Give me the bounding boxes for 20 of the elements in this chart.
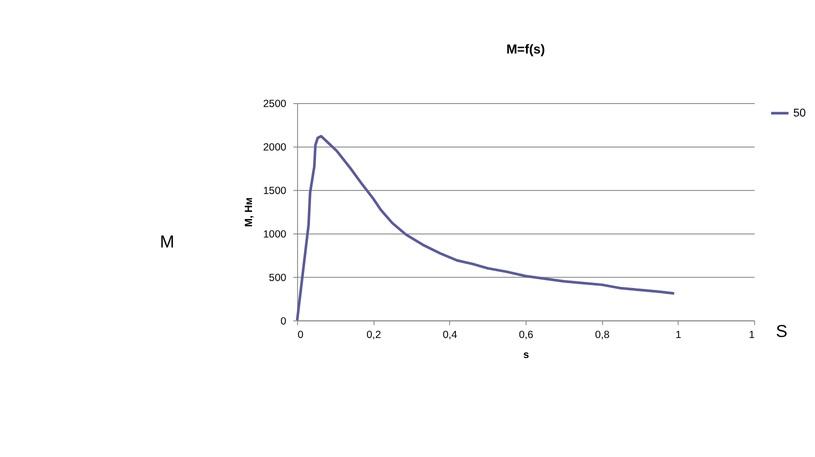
x-tick-label: 1 bbox=[748, 330, 755, 342]
line-series bbox=[296, 134, 676, 322]
x-axis-title: s bbox=[523, 350, 530, 362]
chart-title: M=f(s) bbox=[506, 42, 546, 57]
text: S bbox=[776, 320, 788, 341]
y-tick-label: 1500 bbox=[263, 186, 286, 197]
legend-label: 50 bbox=[793, 108, 806, 120]
x-tick-label: 0,8 bbox=[595, 330, 610, 342]
x-tick-label: 1 bbox=[676, 330, 682, 342]
y-tick-label: 1000 bbox=[263, 229, 286, 240]
y-tick-label: 2500 bbox=[263, 99, 286, 110]
x-tick-label: 0,4 bbox=[442, 330, 458, 342]
y-tick-label: 500 bbox=[268, 272, 286, 284]
x-tick-label: 0,6 bbox=[518, 330, 534, 342]
y-tick-label: 2000 bbox=[263, 142, 286, 154]
text: M bbox=[160, 231, 174, 252]
x-tick-label: 0,2 bbox=[366, 330, 382, 342]
x-tick-label: 0 bbox=[298, 330, 304, 342]
y-axis-title: M, Нм bbox=[244, 197, 255, 228]
y-tick-label: 0 bbox=[280, 316, 286, 328]
